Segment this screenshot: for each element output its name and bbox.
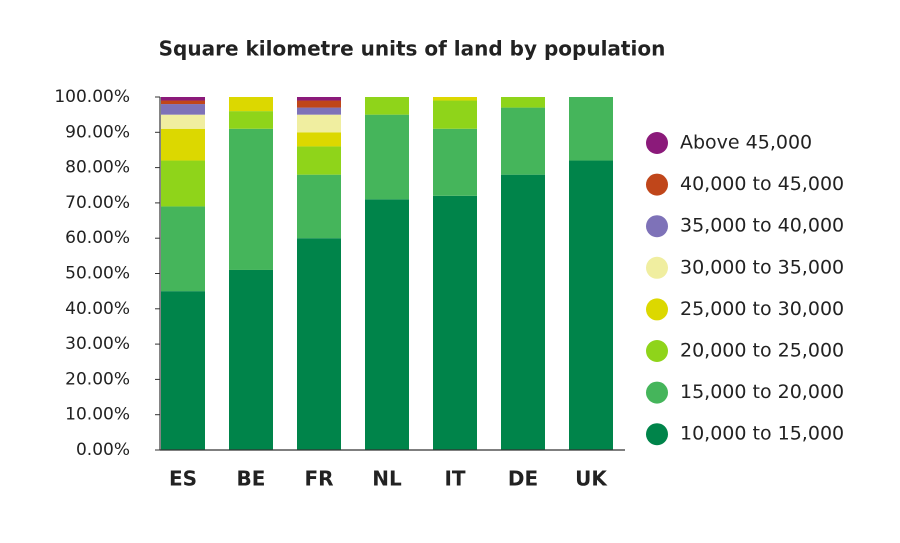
y-tick-label: 90.00% bbox=[65, 122, 130, 142]
y-tick-label: 80.00% bbox=[65, 158, 130, 178]
x-tick-label: UK bbox=[575, 467, 608, 491]
x-tick-label: FR bbox=[304, 467, 333, 491]
y-tick-label: 20.00% bbox=[65, 369, 130, 389]
y-tick-label: 70.00% bbox=[65, 193, 130, 213]
bar-segment bbox=[433, 100, 477, 129]
bar-segment bbox=[161, 114, 205, 129]
bar-segment bbox=[161, 206, 205, 292]
legend-marker bbox=[646, 256, 668, 279]
bar-segment bbox=[161, 97, 205, 101]
legend-marker bbox=[646, 215, 668, 238]
bar-segment bbox=[297, 107, 341, 115]
bar-segment bbox=[161, 160, 205, 207]
bar-segment bbox=[161, 104, 205, 115]
legend-label: 35,000 to 40,000 bbox=[680, 215, 844, 237]
legend-label: 30,000 to 35,000 bbox=[680, 256, 844, 278]
bar-segment bbox=[229, 269, 273, 450]
bar-segment bbox=[229, 128, 273, 270]
bar-segment bbox=[297, 132, 341, 147]
legend-marker bbox=[646, 423, 668, 446]
y-tick-label: 10.00% bbox=[65, 405, 130, 425]
bar-segment bbox=[297, 114, 341, 133]
bar-segment bbox=[569, 160, 613, 451]
legend-marker bbox=[646, 298, 668, 321]
bar-segment bbox=[569, 97, 613, 161]
legend-label: 15,000 to 20,000 bbox=[680, 381, 844, 403]
bar-segment bbox=[229, 111, 273, 129]
legend-marker bbox=[646, 381, 668, 404]
y-tick-label: 50.00% bbox=[65, 264, 130, 284]
bar-segment bbox=[161, 128, 205, 161]
legend-marker bbox=[646, 173, 668, 196]
legend-label: 25,000 to 30,000 bbox=[680, 298, 844, 320]
y-tick-label: 40.00% bbox=[65, 299, 130, 319]
x-tick-label: ES bbox=[169, 467, 197, 491]
x-tick-label: BE bbox=[237, 467, 266, 491]
legend-label: 40,000 to 45,000 bbox=[680, 173, 844, 195]
legend-marker bbox=[646, 132, 668, 154]
chart-title: Square kilometre units of land by popula… bbox=[159, 37, 666, 61]
x-tick-label: DE bbox=[508, 467, 538, 491]
bar-segment bbox=[501, 97, 545, 108]
bar-segment bbox=[297, 97, 341, 101]
legend-label: 20,000 to 25,000 bbox=[680, 340, 844, 362]
bar-segment bbox=[365, 97, 409, 115]
bar-segment bbox=[297, 174, 341, 239]
x-tick-label: NL bbox=[372, 467, 402, 491]
bar-segment bbox=[433, 195, 477, 450]
y-tick-label: 0.00% bbox=[76, 440, 130, 460]
bar-segment bbox=[433, 128, 477, 196]
bar-segment bbox=[365, 199, 409, 450]
bar-segment bbox=[297, 100, 341, 108]
legend-marker bbox=[646, 340, 668, 362]
legend-label: 10,000 to 15,000 bbox=[680, 423, 844, 445]
y-tick-label: 30.00% bbox=[65, 334, 130, 354]
legend-label: Above 45,000 bbox=[680, 132, 812, 154]
bar-segment bbox=[501, 107, 545, 175]
bar-segment bbox=[161, 100, 205, 105]
bar-segment bbox=[297, 238, 341, 450]
x-tick-label: IT bbox=[444, 467, 465, 491]
y-tick-label: 60.00% bbox=[65, 228, 130, 248]
bar-segment bbox=[433, 97, 477, 101]
bar-segment bbox=[501, 174, 545, 450]
bar-segment bbox=[161, 291, 205, 450]
bar-segment bbox=[229, 97, 273, 112]
bar-segment bbox=[365, 114, 409, 200]
bar-segment bbox=[297, 146, 341, 175]
y-tick-label: 100.00% bbox=[54, 87, 130, 107]
